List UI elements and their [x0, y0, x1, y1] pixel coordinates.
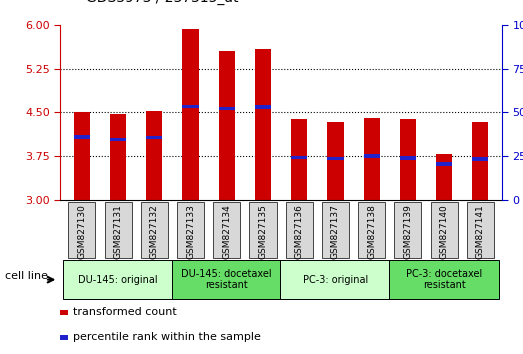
Bar — [255, 105, 271, 109]
Text: GSM827134: GSM827134 — [222, 205, 231, 259]
Bar — [213, 202, 241, 258]
Bar — [63, 260, 173, 299]
Bar — [146, 136, 163, 139]
Bar — [389, 260, 499, 299]
Text: DU-145: docetaxel
resistant: DU-145: docetaxel resistant — [181, 269, 272, 291]
Text: cell line: cell line — [5, 271, 48, 281]
Text: GSM827139: GSM827139 — [403, 205, 413, 259]
Text: GSM827130: GSM827130 — [77, 205, 86, 259]
Text: GSM827136: GSM827136 — [295, 205, 304, 259]
Bar — [249, 202, 277, 258]
Text: GSM827140: GSM827140 — [440, 205, 449, 259]
Bar — [467, 202, 494, 258]
Bar — [177, 202, 204, 258]
Bar — [363, 154, 380, 158]
Text: transformed count: transformed count — [73, 307, 176, 318]
Text: DU-145: original: DU-145: original — [78, 275, 158, 285]
Bar — [60, 335, 69, 340]
Bar — [219, 107, 235, 110]
Bar — [291, 156, 308, 159]
Bar — [280, 260, 391, 299]
Text: GSM827135: GSM827135 — [258, 205, 267, 259]
Bar — [327, 157, 344, 160]
Bar — [183, 29, 199, 200]
Text: GSM827132: GSM827132 — [150, 205, 159, 259]
Bar — [74, 113, 90, 200]
Bar — [255, 49, 271, 200]
Bar — [472, 122, 488, 200]
Bar — [110, 114, 126, 200]
Bar — [60, 310, 69, 315]
Bar — [394, 202, 422, 258]
Bar — [400, 119, 416, 200]
Bar — [472, 158, 488, 161]
Bar — [110, 137, 126, 141]
Bar — [183, 105, 199, 108]
Bar — [69, 202, 96, 258]
Text: GSM827133: GSM827133 — [186, 205, 195, 259]
Bar — [219, 51, 235, 200]
Text: PC-3: docetaxel
resistant: PC-3: docetaxel resistant — [406, 269, 482, 291]
Bar — [436, 162, 452, 166]
Bar — [400, 156, 416, 160]
Bar — [141, 202, 168, 258]
Bar — [172, 260, 282, 299]
Bar — [358, 202, 385, 258]
Bar — [105, 202, 132, 258]
Text: GDS3973 / 237315_at: GDS3973 / 237315_at — [86, 0, 239, 5]
Bar — [430, 202, 458, 258]
Bar — [436, 154, 452, 200]
Text: GSM827131: GSM827131 — [113, 205, 122, 259]
Text: GSM827138: GSM827138 — [367, 205, 376, 259]
Bar — [327, 122, 344, 200]
Bar — [291, 119, 308, 200]
Text: GSM827137: GSM827137 — [331, 205, 340, 259]
Text: PC-3: original: PC-3: original — [303, 275, 368, 285]
Bar — [146, 111, 163, 200]
Text: percentile rank within the sample: percentile rank within the sample — [73, 332, 260, 342]
Bar — [74, 135, 90, 139]
Bar — [322, 202, 349, 258]
Bar — [286, 202, 313, 258]
Text: GSM827141: GSM827141 — [476, 205, 485, 259]
Bar — [363, 118, 380, 200]
